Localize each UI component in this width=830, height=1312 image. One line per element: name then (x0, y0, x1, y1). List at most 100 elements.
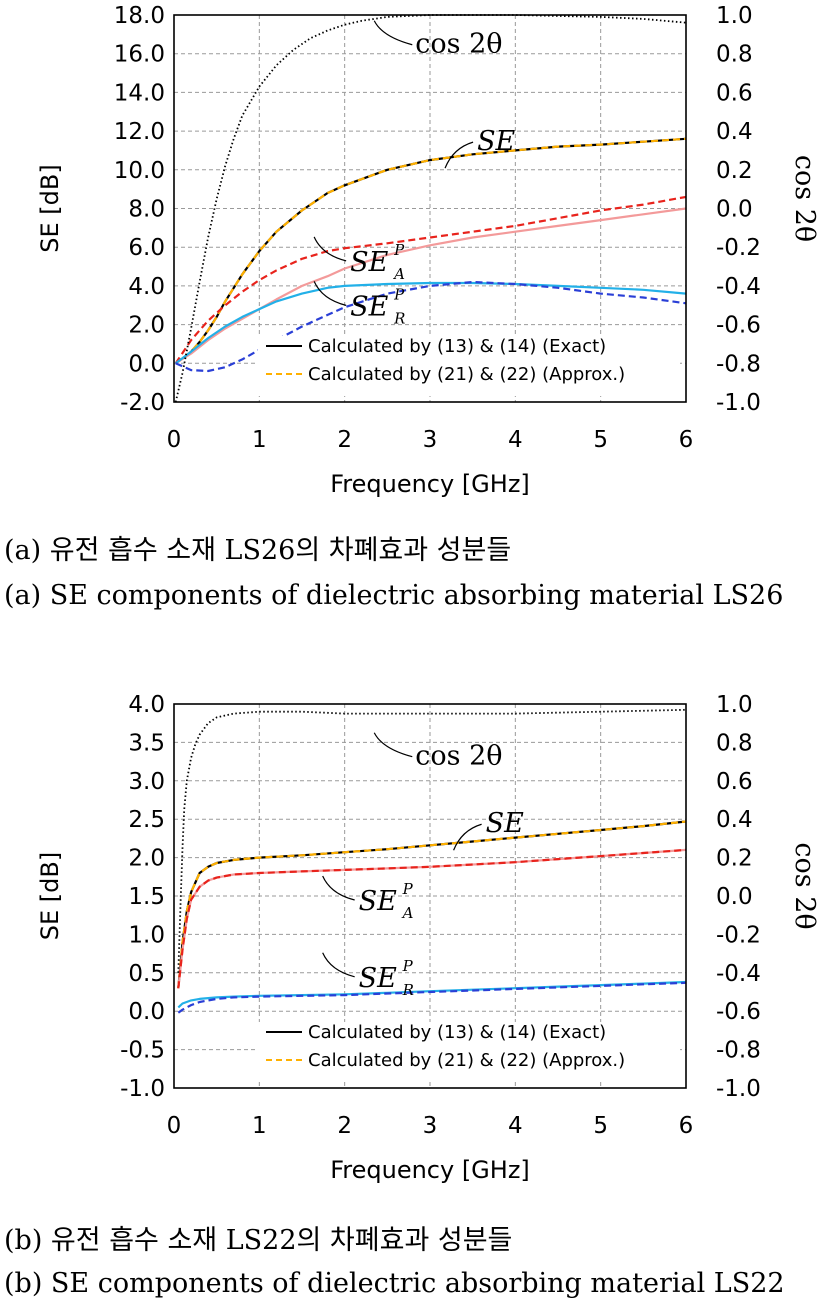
y-tick-label: 8.0 (128, 197, 165, 223)
y2-tick-label: -1.0 (716, 390, 761, 416)
y2-tick-label: -0.2 (716, 235, 761, 261)
y-tick-label: 10.0 (114, 158, 165, 184)
x-tick-label: 4 (508, 427, 523, 453)
annotation-arrow (373, 732, 413, 758)
x-tick-label: 0 (167, 1113, 182, 1139)
annotation-arrow (453, 823, 482, 851)
annotation-sea-sup: P (402, 880, 414, 898)
x-tick-label: 6 (679, 427, 694, 453)
chart-a: 18.016.014.012.010.08.06.04.02.00.0-2.01… (36, 3, 820, 498)
x-tick-label: 3 (423, 1113, 438, 1139)
annotation-se: SE (486, 808, 524, 839)
x-tick-label: 2 (337, 1113, 352, 1139)
series-line-sea_approx (177, 848, 687, 989)
y-tick-label: -1.0 (120, 1076, 165, 1102)
y2-tick-label: -0.4 (716, 274, 761, 300)
y2-tick-label: 0.2 (716, 846, 753, 872)
annotation-cos2theta: cos 2θ (415, 29, 502, 60)
y2-tick-label: 1.0 (716, 692, 753, 718)
y-tick-label: 0.5 (128, 961, 165, 987)
y2-tick-label: -0.2 (716, 922, 761, 948)
annotation-sea-sup: P (393, 241, 405, 259)
y-tick-label: 3.5 (128, 730, 165, 756)
legend-box (258, 1022, 680, 1082)
y-tick-label: -0.5 (120, 1038, 165, 1064)
y2-tick-label: 1.0 (716, 3, 753, 29)
y2-tick-label: -0.8 (716, 351, 761, 377)
annotation-sea-main: SE (350, 247, 388, 278)
x-tick-label: 1 (252, 1113, 267, 1139)
x-tick-label: 6 (679, 1113, 694, 1139)
annotation-arrow (322, 875, 355, 901)
y2-tick-label: -0.6 (716, 999, 761, 1025)
y-tick-label: 14.0 (114, 80, 165, 106)
x-tick-label: 5 (593, 1113, 608, 1139)
x-axis-label: Frequency [GHz] (330, 470, 530, 498)
plot-frame (173, 703, 687, 1089)
annotation-ser-main: SE (350, 291, 388, 322)
series-line-ser_exact (175, 281, 687, 365)
chart-b: 4.0 3.5 3.0 2.5 2.0 1.5 1.0 0.5 0.0 -0.5 -1.0 1.0 0.… (36, 692, 820, 1184)
legend: Calculated by (13) & (14) (Exact) Calcula… (258, 336, 680, 396)
series-line-se_exact (175, 137, 687, 365)
legend-box (258, 336, 680, 396)
y2-tick-label: -1.0 (716, 1076, 761, 1102)
y2-tick-label: 0.8 (716, 730, 753, 756)
y2-tick-label: 0.4 (716, 119, 753, 145)
series-line-cos2theta (177, 708, 687, 973)
annotation-ser-sub: R (393, 309, 405, 327)
y-axis-label: SE [dB] (36, 852, 64, 940)
annotation-sea-sub: A (392, 265, 405, 283)
y2-tick-label: 0.8 (716, 42, 753, 68)
y2-tick-label: 0.0 (716, 884, 753, 910)
x-tick-label: 0 (167, 427, 182, 453)
annotation-ser-sup: P (402, 957, 414, 975)
series-line-se_approx (177, 820, 687, 989)
y2-tick-label: 0.2 (716, 158, 753, 184)
annotation-ser: SE PR (350, 285, 405, 327)
legend-label-approx: Calculated by (21) & (22) (Approx.) (308, 364, 625, 385)
series-line-se_exact (177, 820, 687, 989)
series-line-se_approx (175, 137, 687, 365)
caption-b-english: (b) SE components of dielectric absorbin… (4, 1268, 785, 1299)
y-tick-label: 4.0 (128, 274, 165, 300)
caption-a-english: (a) SE components of dielectric absorbin… (4, 580, 784, 611)
x-tick-label: 3 (423, 427, 438, 453)
x-axis-label: Frequency [GHz] (330, 1156, 530, 1184)
series-line-ser_approx (175, 280, 687, 373)
series-line-sea_approx (174, 195, 687, 364)
annotation-ser-main: SE (359, 963, 397, 994)
y-tick-label: 0.0 (128, 351, 165, 377)
x-tick-label: 1 (252, 427, 267, 453)
annotation-arrow (313, 236, 347, 262)
y-tick-label: 2.5 (128, 807, 165, 833)
y-tick-label: 12.0 (114, 119, 165, 145)
y-tick-label: 18.0 (114, 3, 165, 29)
y-tick-label: 1.0 (128, 922, 165, 948)
y2-axis-label: cos 2θ (789, 842, 820, 929)
y-axis-label: SE [dB] (36, 164, 64, 252)
y2-tick-label: 0.4 (716, 807, 753, 833)
y-tick-label: 2.0 (128, 313, 165, 339)
y-tick-label: 0.0 (128, 999, 165, 1025)
plot-frame (173, 14, 687, 403)
y2-tick-label: -0.6 (716, 313, 761, 339)
annotation-cos2theta: cos 2θ (415, 741, 502, 772)
y-tick-label: 3.0 (128, 769, 165, 795)
x-tick-label: 5 (593, 427, 608, 453)
legend-label-exact: Calculated by (13) & (14) (Exact) (308, 336, 606, 357)
y2-tick-label: -0.8 (716, 1038, 761, 1064)
annotation-ser: SE PR (359, 957, 414, 999)
y-tick-label: -2.0 (120, 390, 165, 416)
annotation-arrow (373, 20, 413, 46)
annotation-arrow (313, 281, 347, 306)
legend-label-exact: Calculated by (13) & (14) (Exact) (308, 1022, 606, 1043)
y-tick-label: 6.0 (128, 235, 165, 261)
legend-label-approx: Calculated by (21) & (22) (Approx.) (308, 1050, 625, 1071)
annotation-arrow (444, 141, 474, 169)
annotation-se: SE (477, 126, 515, 157)
annotation-arrow (322, 952, 355, 978)
y2-tick-label: 0.6 (716, 769, 753, 795)
annotation-sea-main: SE (359, 886, 397, 917)
legend: Calculated by (13) & (14) (Exact) Calcula… (258, 1022, 680, 1082)
